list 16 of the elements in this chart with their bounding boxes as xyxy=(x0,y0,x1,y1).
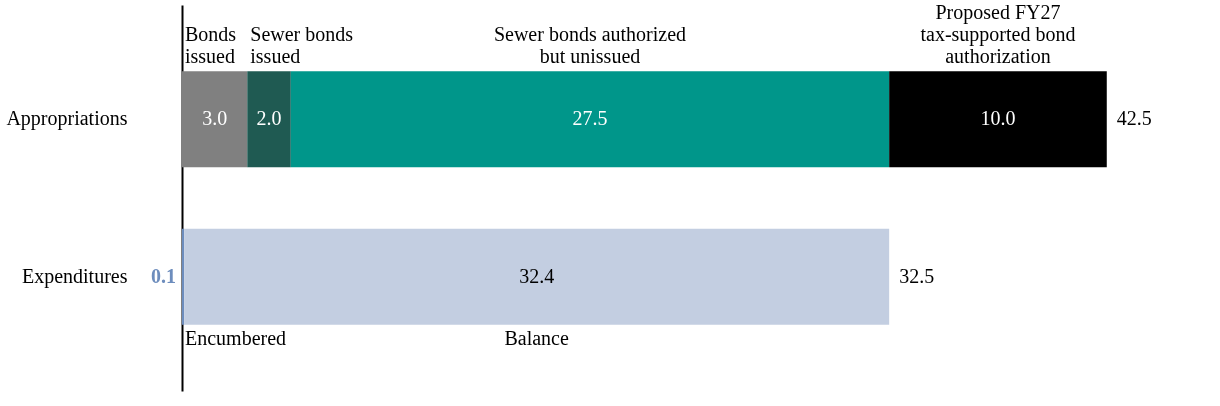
series-label: Encumbered xyxy=(185,326,287,349)
data-label: 10.0 xyxy=(980,107,1016,130)
data-label: 27.5 xyxy=(572,107,608,130)
series-label: Sewer bonds issued xyxy=(250,23,354,68)
y-tick-label: Appropriations xyxy=(6,107,128,131)
series-label: Balance xyxy=(504,326,569,349)
series-label: Bonds issued xyxy=(185,23,237,68)
data-label: 3.0 xyxy=(202,107,228,130)
data-label: 32.4 xyxy=(519,264,555,287)
y-tick-label: Expenditures xyxy=(21,264,128,288)
series-label: Sewer bonds authorized but unissued xyxy=(493,23,687,68)
total-label: 42.5 xyxy=(1116,107,1152,130)
data-label: 0.1 xyxy=(151,264,176,287)
data-label: 2.0 xyxy=(256,107,282,130)
total-label: 32.5 xyxy=(899,264,935,287)
series-label: Proposed FY27 tax-supported bond authorization xyxy=(920,1,1076,68)
